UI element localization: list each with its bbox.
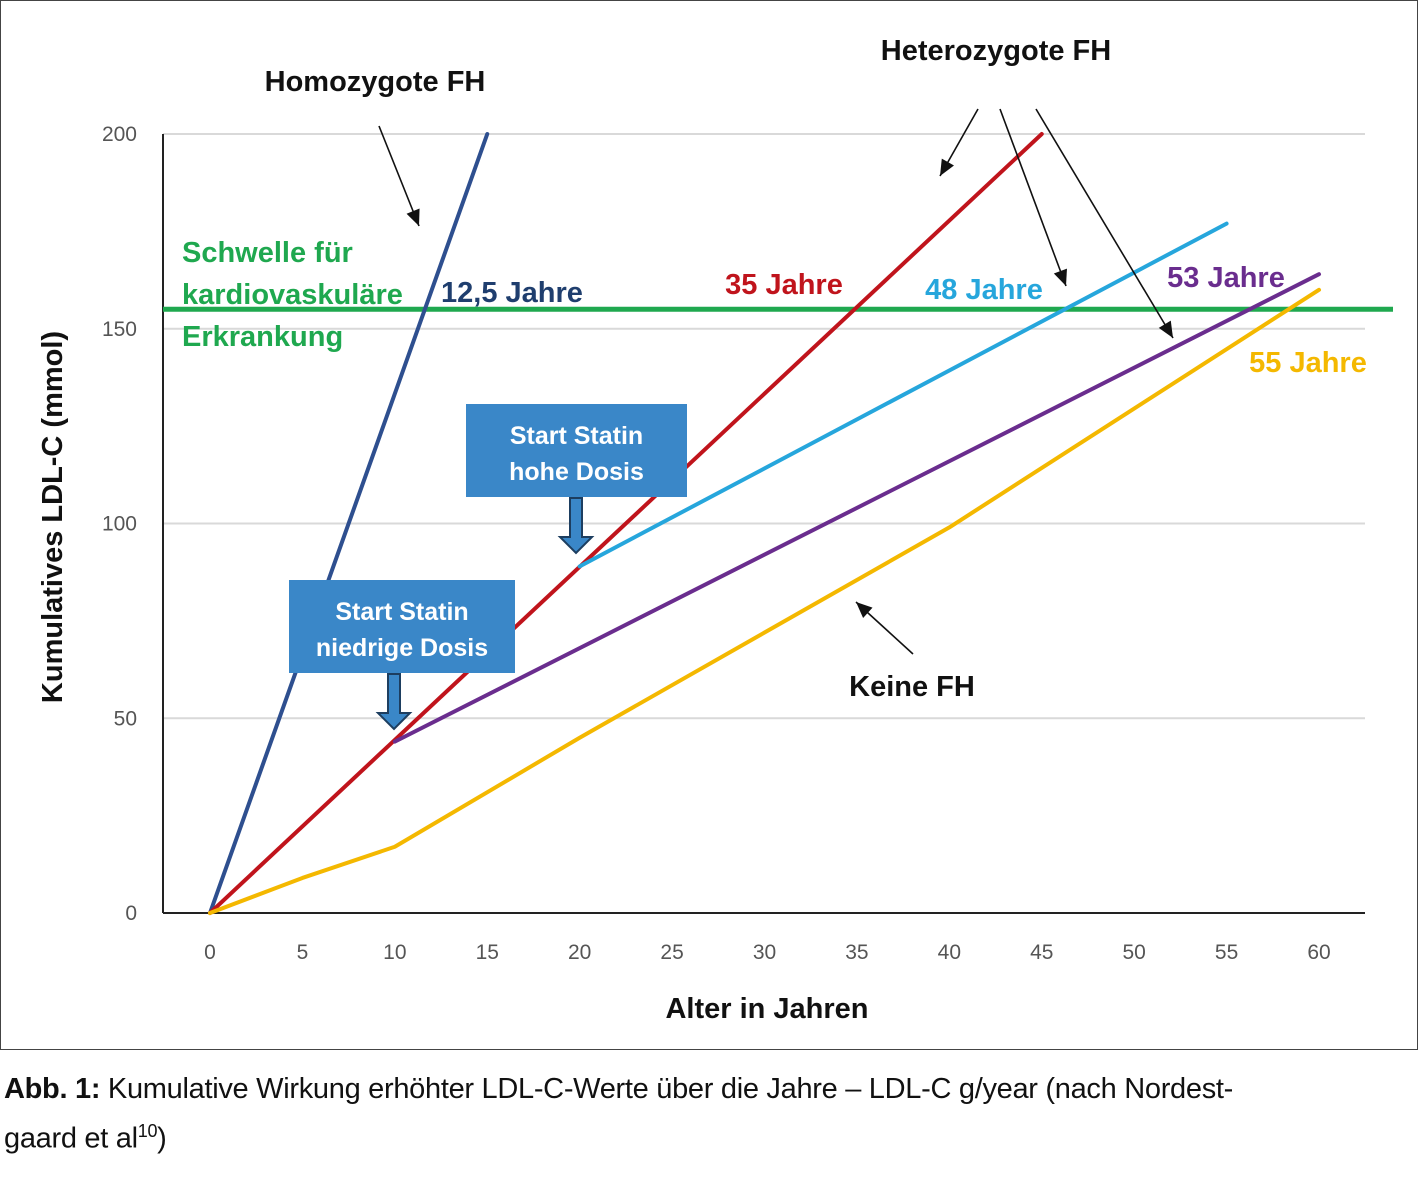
arrow-hetero-red-head bbox=[940, 158, 954, 176]
label-homozygote: Homozygote FH bbox=[265, 66, 486, 98]
threshold-label: Erkrankung bbox=[182, 321, 343, 353]
series-line-hetero_untreated bbox=[208, 132, 1044, 915]
arrow-hetero-blue bbox=[999, 108, 1067, 287]
arrow-hetero-blue-head bbox=[1053, 268, 1067, 286]
threshold-label: Schwelle für bbox=[182, 237, 353, 269]
y-tick-label: 150 bbox=[102, 318, 137, 341]
x-tick-label: 30 bbox=[753, 941, 776, 964]
caption-ref: 10 bbox=[137, 1121, 158, 1141]
y-tick-label: 0 bbox=[125, 902, 137, 925]
x-tick-label: 60 bbox=[1307, 941, 1330, 964]
caption-text-3: ) bbox=[157, 1122, 167, 1155]
statin-low-dose-text: niedrige Dosis bbox=[316, 634, 488, 662]
label-12-5-jahre: 12,5 Jahre bbox=[441, 277, 583, 309]
arrow-hetero-purple bbox=[1035, 108, 1174, 339]
label-53-jahre: 53 Jahre bbox=[1167, 262, 1285, 294]
x-tick-label: 45 bbox=[1030, 941, 1053, 964]
x-tick-label: 10 bbox=[383, 941, 406, 964]
statin-high-dose-text: hohe Dosis bbox=[509, 458, 644, 486]
label-35-jahre: 35 Jahre bbox=[725, 269, 843, 301]
x-tick-label: 0 bbox=[204, 941, 216, 964]
label-55-jahre: 55 Jahre bbox=[1249, 347, 1367, 379]
x-tick-label: 40 bbox=[938, 941, 961, 964]
ldl-chart: 0 50 100 150 200 0 5 10 15 20 25 30 35 40 45 50 55 60 Alt… bbox=[37, 35, 1393, 1025]
series-line-homozygous bbox=[208, 132, 490, 915]
arrow-hetero-purple-head bbox=[1158, 320, 1173, 338]
caption-label: Abb. 1: bbox=[4, 1073, 101, 1105]
y-tick-label: 50 bbox=[114, 707, 137, 730]
arrow-homozygote-head bbox=[406, 208, 420, 226]
label-keine-fh: Keine FH bbox=[849, 671, 975, 703]
statin-high-dose-box bbox=[466, 404, 687, 497]
y-tick-label: 200 bbox=[102, 123, 137, 146]
x-tick-label: 55 bbox=[1215, 941, 1238, 964]
y-tick-label: 100 bbox=[102, 513, 137, 536]
x-tick-label: 20 bbox=[568, 941, 591, 964]
x-axis-title: Alter in Jahren bbox=[665, 993, 868, 1025]
threshold-label: kardiovaskuläre bbox=[182, 279, 403, 311]
statin-low-dose-arrow bbox=[375, 673, 413, 731]
x-tick-label: 15 bbox=[476, 941, 499, 964]
statin-low-dose-box bbox=[289, 580, 515, 673]
caption-text: Kumulative Wirkung erhöhter LDL-C-Werte … bbox=[100, 1073, 1234, 1105]
series-line-no_fh bbox=[208, 287, 1321, 915]
figure-frame bbox=[0, 0, 1418, 1050]
caption-text-2: gaard et al bbox=[4, 1122, 138, 1155]
statin-high-dose-arrow bbox=[557, 497, 595, 555]
arrow-keine-fh-head bbox=[856, 602, 873, 618]
label-heterozygote: Heterozygote FH bbox=[881, 35, 1111, 67]
x-tick-label: 50 bbox=[1122, 941, 1145, 964]
arrow-homozygote bbox=[378, 125, 420, 227]
x-tick-label: 25 bbox=[660, 941, 683, 964]
series-line-hetero_low_dose bbox=[392, 272, 1321, 744]
x-tick-label: 5 bbox=[297, 941, 309, 964]
label-48-jahre: 48 Jahre bbox=[925, 274, 1043, 306]
x-tick-label: 35 bbox=[845, 941, 868, 964]
y-axis-title: Kumulatives LDL-C (mmol) bbox=[37, 331, 69, 703]
statin-high-dose-text: Start Statin bbox=[510, 422, 643, 450]
statin-low-dose-text: Start Statin bbox=[335, 598, 468, 626]
series-line-hetero_high_dose bbox=[577, 221, 1229, 569]
figure-caption: Abb. 1: Kumulative Wirkung erhöhter LDL-… bbox=[4, 1068, 1404, 1160]
